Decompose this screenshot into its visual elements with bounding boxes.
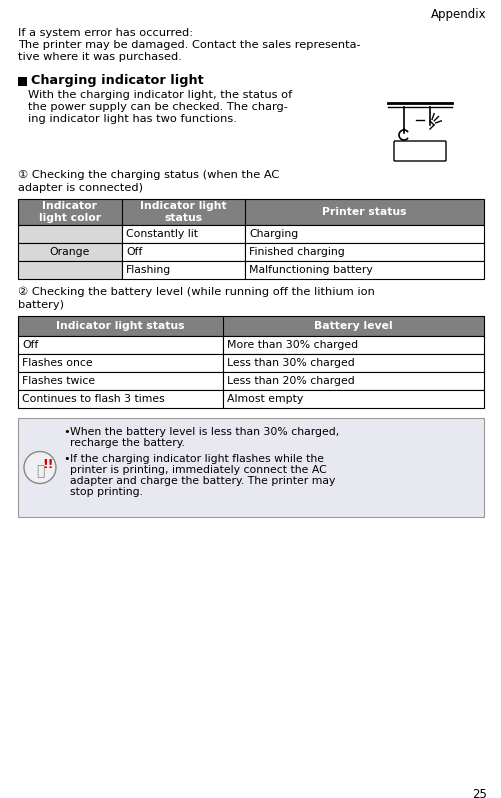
Bar	[222, 390, 483, 408]
Bar	[244, 261, 483, 279]
Text: When the battery level is less than 30% charged,: When the battery level is less than 30% …	[70, 427, 339, 437]
Text: Off: Off	[22, 340, 38, 350]
Text: Appendix: Appendix	[430, 8, 486, 21]
Bar	[18, 336, 222, 354]
Bar	[122, 243, 244, 261]
Text: battery): battery)	[18, 300, 64, 310]
Text: ① Checking the charging status (when the AC: ① Checking the charging status (when the…	[18, 170, 279, 180]
Text: ing indicator light has two functions.: ing indicator light has two functions.	[28, 114, 236, 124]
Bar	[244, 243, 483, 261]
Bar	[18, 316, 483, 336]
Text: If the charging indicator light flashes while the: If the charging indicator light flashes …	[70, 454, 323, 464]
Bar	[18, 261, 122, 279]
Text: Less than 20% charged: Less than 20% charged	[226, 376, 354, 386]
Text: Almost empty: Almost empty	[226, 394, 303, 404]
Bar	[18, 372, 222, 390]
Text: Finished charging: Finished charging	[248, 247, 344, 257]
Text: More than 30% charged: More than 30% charged	[226, 340, 357, 350]
Text: adapter is connected): adapter is connected)	[18, 183, 143, 193]
Text: Charging indicator light: Charging indicator light	[31, 74, 203, 87]
Bar	[18, 77, 27, 85]
Text: Battery level: Battery level	[314, 321, 392, 331]
Text: The printer may be damaged. Contact the sales representa-: The printer may be damaged. Contact the …	[18, 40, 360, 50]
Text: Flashes once: Flashes once	[22, 358, 93, 368]
Text: Off: Off	[126, 247, 142, 257]
Text: 👋: 👋	[36, 464, 44, 479]
Bar	[18, 418, 483, 517]
Circle shape	[24, 452, 56, 484]
Text: Printer status: Printer status	[322, 207, 406, 217]
FancyBboxPatch shape	[393, 141, 445, 161]
Text: 25: 25	[471, 788, 486, 798]
Bar	[18, 225, 122, 243]
Text: adapter and charge the battery. The printer may: adapter and charge the battery. The prin…	[70, 476, 335, 486]
Bar	[122, 261, 244, 279]
Text: Indicator light
status: Indicator light status	[140, 201, 226, 223]
Text: Charging: Charging	[248, 229, 298, 239]
Text: Malfunctioning battery: Malfunctioning battery	[248, 265, 372, 275]
Text: Flashing: Flashing	[126, 265, 171, 275]
Bar	[18, 243, 122, 261]
Text: Continues to flash 3 times: Continues to flash 3 times	[22, 394, 164, 404]
Text: Indicator
light color: Indicator light color	[39, 201, 101, 223]
Text: Indicator light status: Indicator light status	[56, 321, 184, 331]
Bar	[18, 199, 483, 225]
Bar	[244, 225, 483, 243]
Text: stop printing.: stop printing.	[70, 487, 143, 497]
Bar	[122, 225, 244, 243]
Text: printer is printing, immediately connect the AC: printer is printing, immediately connect…	[70, 465, 326, 475]
Bar	[18, 354, 222, 372]
Text: the power supply can be checked. The charg-: the power supply can be checked. The cha…	[28, 102, 287, 112]
Text: !!: !!	[42, 458, 54, 471]
Text: Less than 30% charged: Less than 30% charged	[226, 358, 354, 368]
Text: tive where it was purchased.: tive where it was purchased.	[18, 52, 181, 62]
Bar	[222, 354, 483, 372]
Text: •: •	[63, 454, 70, 464]
Text: Constantly lit: Constantly lit	[126, 229, 197, 239]
Bar	[222, 372, 483, 390]
Text: ② Checking the battery level (while running off the lithium ion: ② Checking the battery level (while runn…	[18, 287, 374, 298]
Text: recharge the battery.: recharge the battery.	[70, 438, 185, 448]
Bar	[18, 390, 222, 408]
Text: Orange: Orange	[50, 247, 90, 257]
Text: With the charging indicator light, the status of: With the charging indicator light, the s…	[28, 90, 292, 100]
Text: If a system error has occurred:: If a system error has occurred:	[18, 28, 193, 38]
Text: •: •	[63, 427, 70, 437]
Text: Flashes twice: Flashes twice	[22, 376, 95, 386]
Bar	[222, 336, 483, 354]
